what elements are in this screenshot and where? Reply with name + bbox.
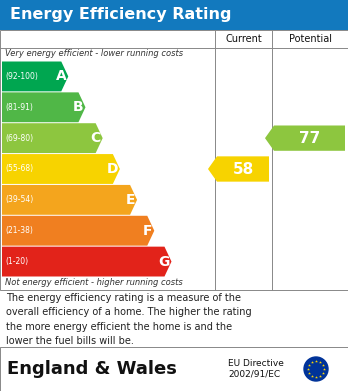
- Text: 77: 77: [299, 131, 321, 145]
- Polygon shape: [2, 185, 137, 215]
- Polygon shape: [2, 154, 120, 184]
- Text: Very energy efficient - lower running costs: Very energy efficient - lower running co…: [5, 49, 183, 58]
- Polygon shape: [2, 61, 68, 91]
- Polygon shape: [265, 126, 345, 151]
- Polygon shape: [2, 247, 172, 276]
- Text: F: F: [143, 224, 152, 238]
- Text: (81-91): (81-91): [5, 103, 33, 112]
- Bar: [0, 30, 348, 290]
- Text: Not energy efficient - higher running costs: Not energy efficient - higher running co…: [5, 278, 183, 287]
- Text: (39-54): (39-54): [5, 196, 33, 204]
- Circle shape: [304, 357, 328, 381]
- Text: (21-38): (21-38): [5, 226, 33, 235]
- Bar: [0, 0, 348, 30]
- Text: A: A: [56, 70, 66, 83]
- Text: Potential: Potential: [288, 34, 332, 44]
- Polygon shape: [2, 92, 86, 122]
- Text: England & Wales: England & Wales: [7, 360, 177, 378]
- Text: Energy Efficiency Rating: Energy Efficiency Rating: [10, 7, 231, 23]
- Polygon shape: [208, 156, 269, 182]
- Text: (55-68): (55-68): [5, 165, 33, 174]
- Text: Current: Current: [225, 34, 262, 44]
- Text: C: C: [90, 131, 101, 145]
- Text: G: G: [158, 255, 169, 269]
- Polygon shape: [2, 123, 103, 153]
- Polygon shape: [2, 216, 154, 246]
- Text: (1-20): (1-20): [5, 257, 28, 266]
- Text: B: B: [73, 100, 84, 114]
- Text: E: E: [126, 193, 135, 207]
- Text: 58: 58: [233, 161, 254, 176]
- Text: (69-80): (69-80): [5, 134, 33, 143]
- Bar: [0, 347, 348, 391]
- Text: D: D: [106, 162, 118, 176]
- Text: EU Directive
2002/91/EC: EU Directive 2002/91/EC: [228, 359, 284, 379]
- Text: The energy efficiency rating is a measure of the
overall efficiency of a home. T: The energy efficiency rating is a measur…: [6, 293, 252, 346]
- Text: (92-100): (92-100): [5, 72, 38, 81]
